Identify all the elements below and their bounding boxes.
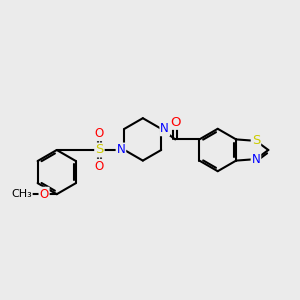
Text: O: O	[40, 188, 49, 201]
Text: O: O	[95, 160, 104, 173]
Text: N: N	[160, 122, 169, 135]
Text: N: N	[117, 143, 125, 157]
Text: N: N	[252, 153, 260, 166]
Text: O: O	[170, 116, 181, 129]
Text: S: S	[252, 134, 260, 147]
Text: S: S	[95, 143, 104, 157]
Text: CH₃: CH₃	[11, 189, 32, 199]
Text: O: O	[95, 127, 104, 140]
